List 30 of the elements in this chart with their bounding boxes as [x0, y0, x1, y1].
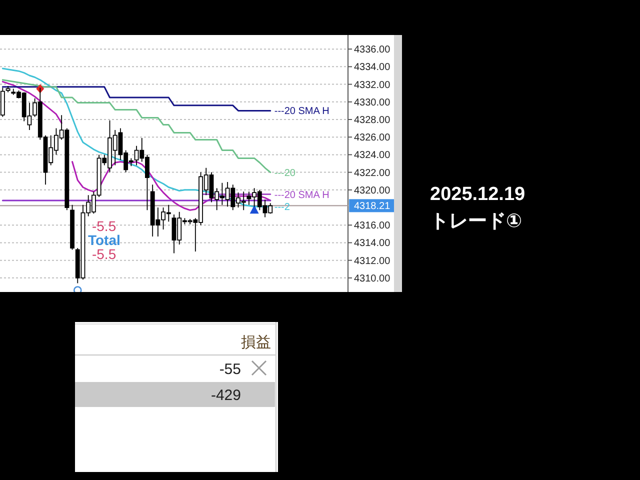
y-tick-label: 4334.00 [354, 62, 391, 74]
text: 損益 [241, 334, 271, 351]
line-series [2, 79, 272, 174]
y-tick-label: 4330.00 [354, 97, 391, 108]
y-tick-label: 4326.00 [354, 132, 391, 144]
annotation: Total [88, 232, 120, 248]
text: -429 [210, 387, 241, 404]
text: -55 [219, 361, 241, 378]
y-tick-label: 4332.00 [354, 80, 391, 91]
point [250, 205, 259, 214]
series-label: ---20 SMA H [274, 106, 330, 118]
text: 2025.12.19 [430, 184, 526, 205]
annotation: -5.5 [92, 218, 116, 234]
y-tick-label: 4316.00 [354, 220, 391, 232]
ref-line-label: 4318.21 [354, 201, 391, 212]
series-label: ---2 [274, 202, 290, 214]
candlestick [70, 204, 74, 250]
series-label: ---20 SMA H [274, 190, 330, 201]
y-tick-label: 4322.00 [354, 168, 391, 179]
text: トレード① [430, 211, 522, 232]
y-tick-label: 4310.00 [354, 273, 391, 284]
y-tick-label: 4324.00 [354, 150, 391, 162]
y-tick-label: 4320.00 [354, 185, 391, 196]
annotation: -5.5 [92, 246, 116, 262]
candlestick [6, 86, 10, 93]
y-tick-label: 4312.00 [354, 256, 391, 267]
y-tick-label: 4328.00 [354, 114, 391, 126]
y-tick-label: 4314.00 [354, 238, 391, 250]
y-tick-label: 4336.00 [354, 44, 391, 56]
series-label: ---20 [274, 168, 296, 179]
